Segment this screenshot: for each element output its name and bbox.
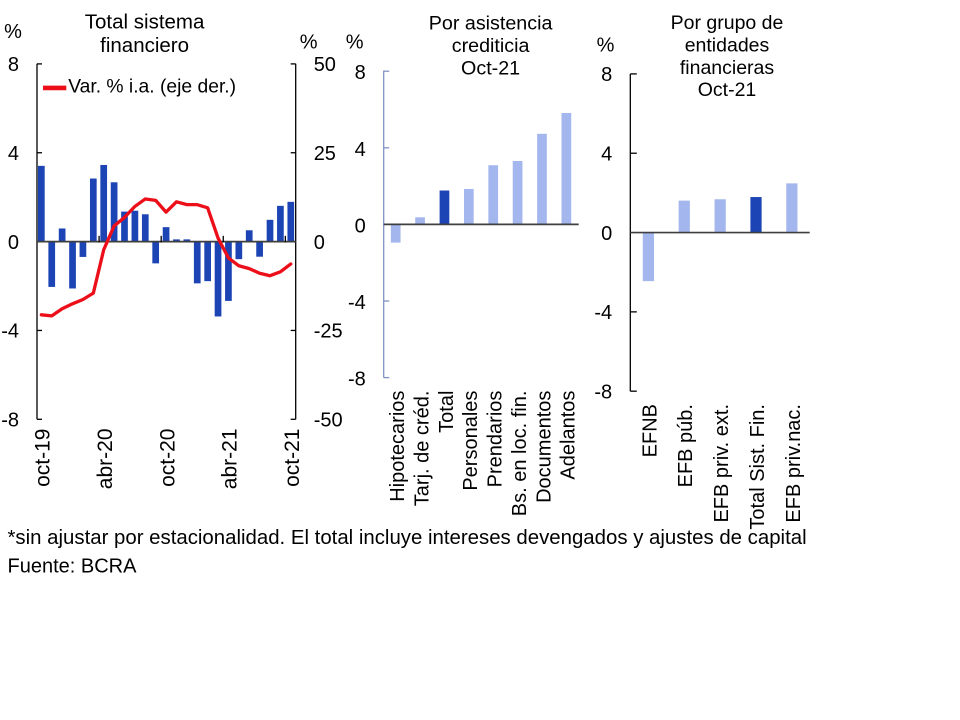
svg-text:Oct-21: Oct-21 xyxy=(698,79,757,101)
svg-text:4: 4 xyxy=(355,139,366,161)
svg-text:oct-21: oct-21 xyxy=(281,429,304,487)
svg-text:Fuente: BCRA: Fuente: BCRA xyxy=(8,555,138,577)
svg-text:Total Sist. Fin.: Total Sist. Fin. xyxy=(747,404,769,530)
svg-text:4: 4 xyxy=(8,143,19,165)
svg-text:-8: -8 xyxy=(348,369,366,391)
svg-text:-4: -4 xyxy=(348,292,366,314)
svg-text:0: 0 xyxy=(314,232,325,254)
svg-text:0: 0 xyxy=(355,215,366,237)
svg-text:EFB priv. ext.: EFB priv. ext. xyxy=(711,404,733,523)
svg-text:entidades: entidades xyxy=(685,34,770,56)
svg-text:-4: -4 xyxy=(1,321,19,343)
svg-text:Adelantos: Adelantos xyxy=(558,391,580,480)
svg-text:0: 0 xyxy=(8,232,19,254)
svg-text:%: % xyxy=(300,32,318,54)
svg-text:8: 8 xyxy=(355,62,366,84)
svg-text:Personales: Personales xyxy=(460,391,482,491)
svg-text:financiero: financiero xyxy=(100,34,189,57)
svg-text:EFB púb.: EFB púb. xyxy=(675,404,697,487)
svg-text:-4: -4 xyxy=(594,302,612,324)
svg-text:Hipotecarios: Hipotecarios xyxy=(387,391,409,502)
svg-text:%: % xyxy=(346,32,364,54)
svg-text:Oct-21: Oct-21 xyxy=(461,57,520,79)
svg-text:%: % xyxy=(597,35,615,57)
svg-text:8: 8 xyxy=(601,64,612,86)
svg-text:-25: -25 xyxy=(314,321,343,343)
svg-text:financieras: financieras xyxy=(680,57,775,79)
svg-text:50: 50 xyxy=(314,54,336,76)
svg-text:Por asistencia: Por asistencia xyxy=(429,13,553,35)
svg-text:-50: -50 xyxy=(314,410,343,432)
svg-text:Por grupo de: Por grupo de xyxy=(671,12,784,34)
svg-text:Total: Total xyxy=(436,391,458,433)
svg-text:Tarj. de créd.: Tarj. de créd. xyxy=(411,391,433,507)
svg-text:Prendarios: Prendarios xyxy=(485,391,507,488)
svg-text:0: 0 xyxy=(601,223,612,245)
svg-text:%: % xyxy=(4,21,22,43)
svg-text:oct-19: oct-19 xyxy=(32,429,55,487)
svg-text:abr-20: abr-20 xyxy=(94,429,117,490)
svg-text:-8: -8 xyxy=(594,381,612,403)
svg-text:EFB priv.nac.: EFB priv.nac. xyxy=(783,404,805,523)
svg-text:oct-20: oct-20 xyxy=(156,429,179,487)
svg-text:Bs. en loc. fin.: Bs. en loc. fin. xyxy=(509,391,531,517)
svg-text:Var. % i.a. (eje der.): Var. % i.a. (eje der.) xyxy=(68,76,236,97)
svg-text:abr-21: abr-21 xyxy=(219,429,242,490)
svg-text:25: 25 xyxy=(314,143,336,165)
svg-text:EFNB: EFNB xyxy=(639,404,661,457)
svg-text:4: 4 xyxy=(601,143,612,165)
svg-text:8: 8 xyxy=(8,54,19,76)
svg-text:Documentos: Documentos xyxy=(533,391,555,503)
svg-text:crediticia: crediticia xyxy=(452,35,530,57)
svg-text:*sin ajustar por estacionalida: *sin ajustar por estacionalidad. El tota… xyxy=(8,527,807,549)
svg-text:-8: -8 xyxy=(1,410,19,432)
svg-text:Total sistema: Total sistema xyxy=(85,10,205,33)
